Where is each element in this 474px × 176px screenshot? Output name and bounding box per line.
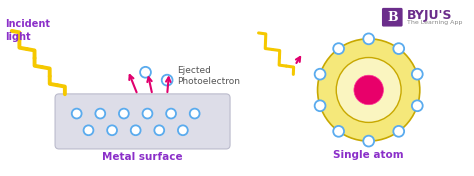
- Circle shape: [83, 125, 93, 135]
- Circle shape: [107, 125, 117, 135]
- FancyBboxPatch shape: [382, 8, 402, 27]
- Circle shape: [336, 58, 401, 122]
- Circle shape: [393, 43, 404, 54]
- Circle shape: [72, 109, 82, 118]
- Circle shape: [412, 100, 423, 111]
- Text: Incident
light: Incident light: [5, 19, 50, 42]
- Circle shape: [393, 126, 404, 137]
- Text: Ejected
Photoelectron: Ejected Photoelectron: [177, 66, 240, 86]
- Circle shape: [162, 75, 173, 86]
- Circle shape: [363, 136, 374, 146]
- Circle shape: [412, 69, 423, 80]
- Text: B: B: [387, 11, 398, 24]
- Circle shape: [131, 125, 141, 135]
- Circle shape: [155, 125, 164, 135]
- Circle shape: [190, 109, 200, 118]
- Text: BYJU'S: BYJU'S: [407, 9, 453, 22]
- Circle shape: [119, 109, 129, 118]
- Circle shape: [178, 125, 188, 135]
- Text: Metal surface: Metal surface: [102, 152, 183, 162]
- Circle shape: [333, 43, 344, 54]
- Circle shape: [143, 109, 152, 118]
- Circle shape: [354, 75, 383, 105]
- FancyBboxPatch shape: [55, 94, 230, 149]
- Circle shape: [95, 109, 105, 118]
- Text: Single atom: Single atom: [333, 150, 404, 160]
- Circle shape: [363, 33, 374, 44]
- Circle shape: [315, 69, 326, 80]
- Circle shape: [333, 126, 344, 137]
- Text: The Learning App: The Learning App: [407, 20, 463, 25]
- Circle shape: [315, 100, 326, 111]
- Circle shape: [140, 67, 151, 78]
- Circle shape: [166, 109, 176, 118]
- Circle shape: [318, 39, 420, 141]
